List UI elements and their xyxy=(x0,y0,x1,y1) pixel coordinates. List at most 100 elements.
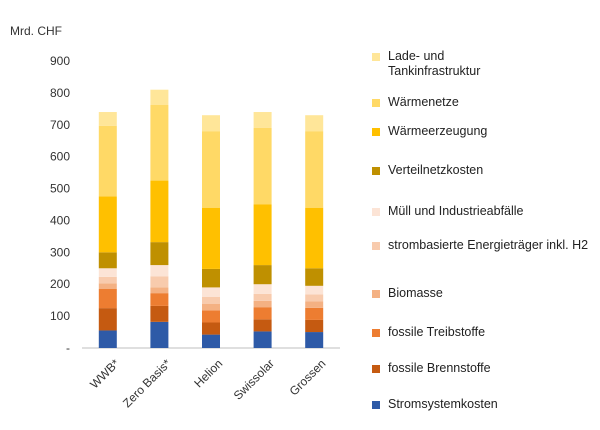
legend-swatch xyxy=(372,329,380,337)
bar-segment xyxy=(98,268,117,277)
legend-swatch xyxy=(372,128,380,136)
legend-swatch xyxy=(372,401,380,409)
y-tick-label: 800 xyxy=(50,86,70,100)
bar-segment xyxy=(98,196,117,253)
x-tick-label: Helion xyxy=(191,356,225,390)
legend-label: strombasierte Energieträger inkl. H2 xyxy=(388,238,589,252)
x-tick-label: Zero Basis* xyxy=(120,356,174,410)
legend-item: Lade- und Tankinfrastruktur xyxy=(372,49,480,79)
bar-segment xyxy=(202,287,220,297)
bar-segment xyxy=(305,131,324,208)
y-tick-label: 900 xyxy=(50,54,70,68)
legend-swatch xyxy=(372,53,380,61)
bar-segment xyxy=(253,300,272,308)
legend-item: Stromsystemkosten xyxy=(372,397,498,412)
bar-segment xyxy=(98,289,117,309)
legend-swatch xyxy=(372,290,380,298)
y-tick-label: 400 xyxy=(50,213,70,227)
bar-segment xyxy=(202,131,220,208)
bar-segment xyxy=(150,276,169,288)
bar-segment xyxy=(202,115,220,132)
legend-item: Wärmenetze xyxy=(372,95,459,110)
legend-label: Wärmenetze xyxy=(388,95,459,109)
legend-swatch xyxy=(372,365,380,373)
y-tick-label: - xyxy=(66,341,70,355)
bar-segment xyxy=(253,265,272,285)
legend-label: Müll und Industrieabfälle xyxy=(388,204,524,218)
y-tick-label: 600 xyxy=(50,150,70,164)
bar-segment xyxy=(305,207,324,269)
y-tick-label: 500 xyxy=(50,182,70,196)
x-tick-label: Swissolar xyxy=(231,356,277,402)
bar-segment xyxy=(202,310,220,323)
legend-label: Wärmeerzeugung xyxy=(388,124,488,138)
legend-swatch xyxy=(372,208,380,216)
y-tick-label: 700 xyxy=(50,118,70,132)
bar-segment xyxy=(98,330,117,348)
bar-segment xyxy=(253,331,272,348)
bar-segment xyxy=(202,303,220,311)
bar-segment xyxy=(305,294,324,302)
bar-segment xyxy=(253,284,272,294)
y-tick-label: 200 xyxy=(50,277,70,291)
legend-swatch xyxy=(372,167,380,175)
bar-segment xyxy=(98,276,117,284)
bar-segment xyxy=(150,265,169,277)
bar-segment xyxy=(253,127,272,205)
legend-item: Verteilnetzkosten xyxy=(372,163,483,178)
bar-segment xyxy=(305,301,324,308)
bar-segment xyxy=(253,204,272,266)
legend-item: fossile Brennstoffe xyxy=(372,361,491,376)
bar-segment xyxy=(98,308,117,331)
bar-segment xyxy=(202,268,220,288)
x-tick-label: WWB* xyxy=(87,356,122,391)
bar-segment xyxy=(98,125,117,197)
legend-label: fossile Brennstoffe xyxy=(388,361,491,375)
legend-item: fossile Treibstoffe xyxy=(372,325,485,340)
legend-label: Biomasse xyxy=(388,286,443,300)
x-tick-label: Grossen xyxy=(287,356,329,398)
bar-segment xyxy=(150,105,169,181)
bar-segment xyxy=(202,322,220,335)
legend-label: Stromsystemkosten xyxy=(388,397,498,411)
bar-segment xyxy=(150,287,169,294)
bar-segment xyxy=(98,112,117,126)
y-axis-ticks: - 100 200 300 400 500 600 700 800 900 xyxy=(50,54,70,355)
bar-segment xyxy=(202,334,220,348)
bar-segment xyxy=(305,332,324,348)
legend-item: strombasierte Energieträger inkl. H2 xyxy=(372,238,588,253)
bar-segment xyxy=(305,268,324,286)
x-axis-ticks: WWB*Zero Basis* Helion Swissolar Grossen xyxy=(87,356,328,410)
bar-segment xyxy=(150,305,169,322)
bar-segment xyxy=(98,283,117,290)
legend-item: Wärmeerzeugung xyxy=(372,124,487,139)
legend-item: Müll und Industrieabfälle xyxy=(372,204,524,219)
bar-segment xyxy=(150,180,169,243)
bar-segment xyxy=(150,89,169,106)
bar-segment xyxy=(98,252,117,269)
bar-segment xyxy=(305,307,324,320)
y-tick-label: 300 xyxy=(50,245,70,259)
legend-swatch xyxy=(372,99,380,107)
bar-segment xyxy=(253,319,272,332)
bar-segment xyxy=(253,112,272,128)
bar-segment xyxy=(305,285,324,295)
y-axis-title: Mrd. CHF xyxy=(10,24,62,38)
y-tick-label: 100 xyxy=(50,309,70,323)
legend-item: Biomasse xyxy=(372,286,443,301)
bar-segment xyxy=(253,293,272,301)
bar-segment xyxy=(305,319,324,333)
bar-stacks xyxy=(98,89,324,348)
bar-segment xyxy=(150,321,169,348)
legend-label: Lade- und Tankinfrastruktur xyxy=(388,49,481,78)
bar-segment xyxy=(305,115,324,132)
legend-label: Verteilnetzkosten xyxy=(388,163,484,177)
bar-segment xyxy=(253,307,272,320)
bar-segment xyxy=(150,293,169,306)
bar-segment xyxy=(202,207,220,269)
bar-segment xyxy=(150,242,169,266)
legend-swatch xyxy=(372,242,380,250)
legend-label: fossile Treibstoffe xyxy=(388,325,486,339)
bar-segment xyxy=(202,296,220,304)
